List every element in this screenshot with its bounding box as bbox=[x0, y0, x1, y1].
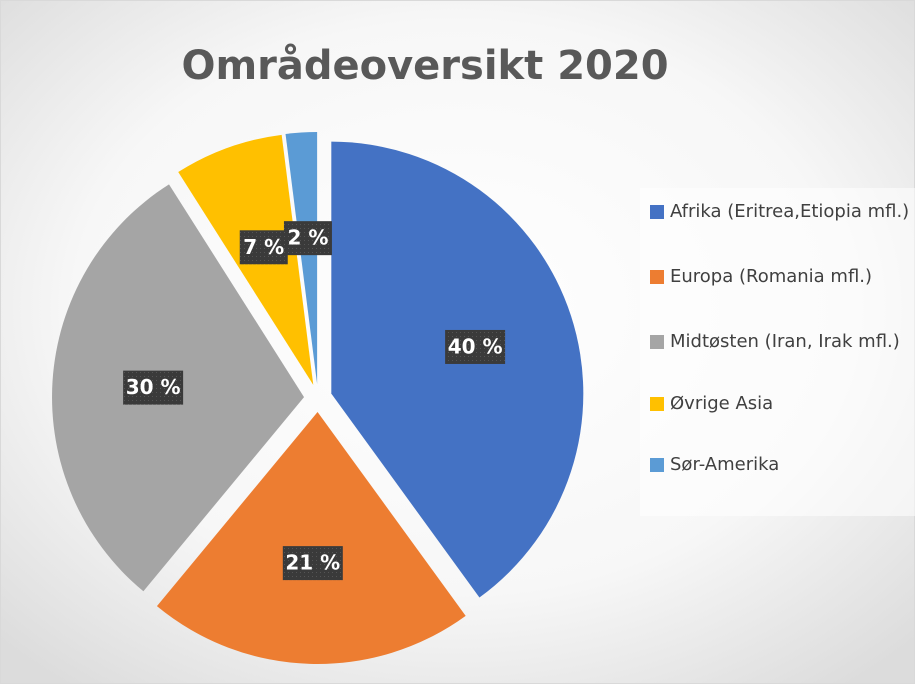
legend-swatch bbox=[650, 270, 664, 284]
legend-entry: Europa (Romania mfl.) bbox=[670, 266, 872, 287]
pie-slice bbox=[285, 132, 318, 385]
data-label-box bbox=[123, 370, 184, 405]
data-label-box bbox=[283, 221, 332, 256]
legend-entry: Afrika (Eritrea,Etiopia mfl.) bbox=[670, 201, 909, 222]
pie-slice bbox=[331, 141, 584, 598]
legend-entry: Midtøsten (Iran, Irak mfl.) bbox=[670, 331, 900, 352]
data-label: 40 % bbox=[448, 334, 503, 358]
data-label: 30 % bbox=[126, 375, 181, 399]
legend-entry: Sør-Amerika bbox=[670, 454, 779, 475]
data-label: 21 % bbox=[285, 551, 340, 575]
data-label: 2 % bbox=[287, 226, 328, 250]
legend-swatch bbox=[650, 205, 664, 219]
legend-box bbox=[640, 188, 915, 516]
legend-swatch bbox=[650, 335, 664, 349]
legend-entry: Øvrige Asia bbox=[670, 393, 773, 414]
pie-slice bbox=[156, 411, 466, 664]
legend-swatch bbox=[650, 458, 664, 472]
data-label-box bbox=[239, 230, 288, 265]
data-label-box bbox=[282, 546, 343, 581]
data-label-box bbox=[445, 329, 506, 364]
data-label: 7 % bbox=[243, 235, 284, 259]
legend-swatch bbox=[650, 397, 664, 411]
chart-title: Områdeoversikt 2020 bbox=[181, 42, 668, 89]
